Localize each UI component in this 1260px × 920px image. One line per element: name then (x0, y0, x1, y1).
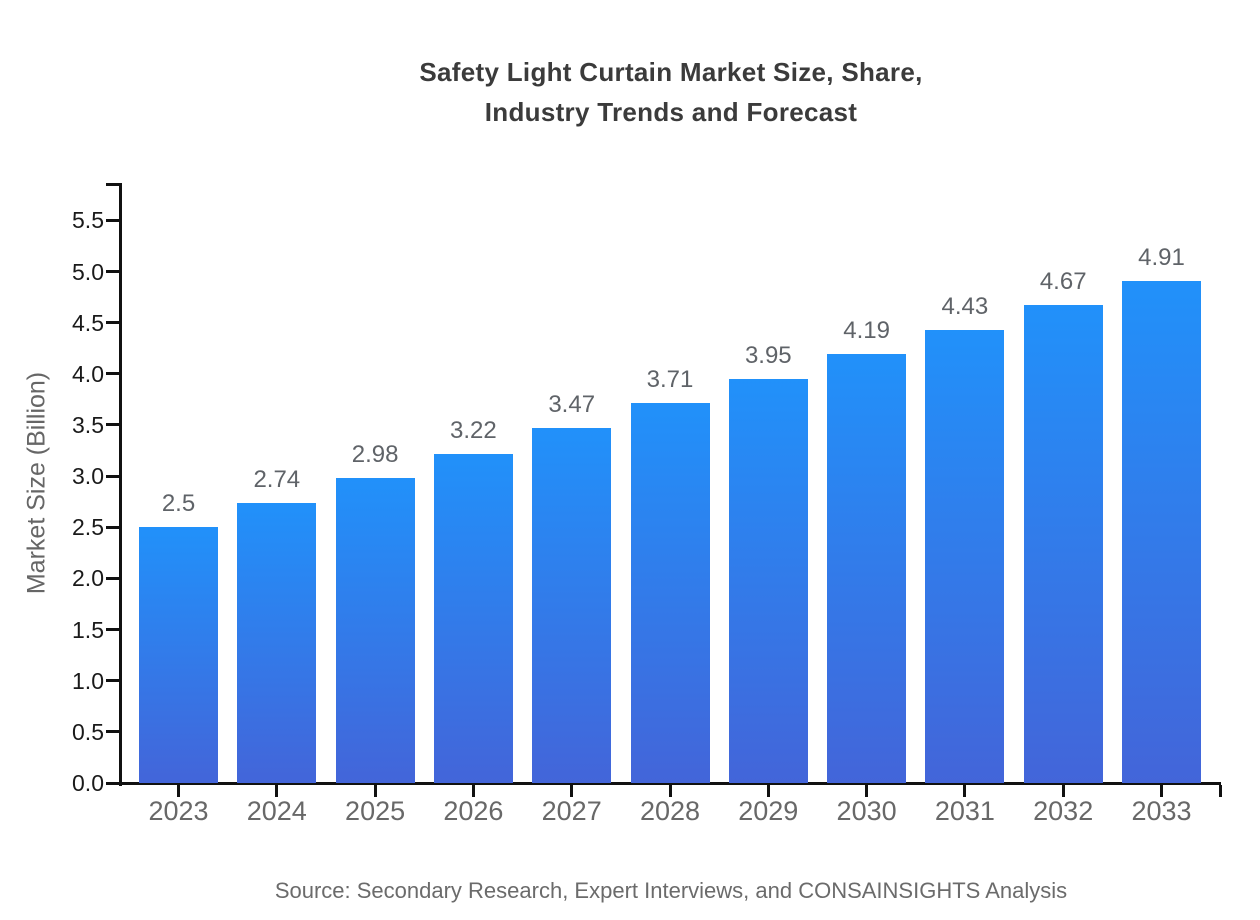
y-tick (106, 321, 119, 325)
bar-value-label: 4.67 (1039, 268, 1087, 296)
y-tick-label: 1.0 (72, 667, 104, 694)
y-tick (106, 525, 119, 529)
y-tick (106, 218, 119, 222)
bar-2027 (532, 428, 612, 783)
bar-2028 (630, 403, 710, 783)
y-tick (106, 628, 119, 632)
y-tick (106, 474, 119, 478)
x-tick (1061, 785, 1065, 797)
y-tick-label: 0.5 (72, 718, 104, 745)
bar-2026 (433, 453, 513, 783)
bar-value-label: 3.47 (548, 391, 596, 419)
y-axis-endcap-tick (106, 183, 119, 186)
bar-value-label: 2.74 (253, 465, 301, 493)
bar-2030 (827, 354, 907, 783)
x-tick (766, 785, 770, 797)
y-tick-label: 5.5 (72, 207, 104, 234)
x-tick-label: 2033 (1131, 796, 1192, 826)
bar-value-label: 4.19 (843, 317, 890, 345)
x-axis-line (119, 782, 1221, 785)
bar-value-label: 4.91 (1138, 243, 1185, 271)
y-tick-label: 4.0 (72, 360, 104, 387)
y-tick-label: 2.5 (72, 514, 104, 541)
chart-title-line1: Safety Light Curtain Market Size, Share, (419, 57, 923, 87)
y-tick (106, 679, 119, 683)
bar-2029 (728, 378, 808, 783)
x-tick-label: 2023 (148, 796, 209, 826)
x-tick (1160, 785, 1163, 797)
y-tick-label: 2.0 (72, 565, 104, 592)
x-axis-end-tick (1218, 785, 1222, 797)
y-tick (106, 576, 119, 580)
chart-title: Safety Light Curtain Market Size, Share,… (122, 52, 1220, 132)
x-tick (570, 785, 574, 797)
x-tick-label: 2032 (1033, 796, 1094, 826)
bar-2024 (237, 502, 317, 783)
y-tick-label: 1.5 (72, 616, 104, 643)
y-tick-label: 4.5 (72, 309, 104, 336)
y-tick (106, 781, 119, 785)
bar-2032 (1023, 305, 1103, 783)
x-tick-label: 2024 (246, 796, 307, 826)
x-tick (668, 785, 672, 797)
bar-value-label: 3.71 (646, 366, 694, 394)
y-tick (106, 372, 119, 376)
bar-value-label: 2.5 (161, 490, 196, 518)
x-tick-label: 2028 (639, 796, 701, 826)
x-tick-label: 2026 (443, 796, 504, 826)
chart-title-line2: Industry Trends and Forecast (484, 97, 858, 127)
bar-value-label: 3.22 (450, 416, 497, 444)
bar-value-label: 3.95 (744, 341, 792, 369)
bar-2025 (335, 478, 415, 783)
y-tick-label: 3.5 (72, 411, 104, 438)
bar-value-label: 4.43 (941, 292, 989, 320)
x-tick-label: 2029 (738, 796, 799, 826)
x-tick (275, 785, 279, 797)
y-tick-label: 3.0 (72, 463, 104, 490)
y-tick (106, 423, 119, 427)
x-tick (963, 785, 967, 797)
x-tick (373, 785, 377, 797)
y-tick-label: 5.0 (72, 258, 104, 285)
x-tick (177, 785, 180, 797)
x-tick (471, 785, 475, 797)
y-tick (106, 270, 119, 273)
bar-value-label: 2.98 (351, 441, 399, 469)
y-tick-label: 0.0 (72, 770, 104, 796)
y-tick (106, 730, 119, 734)
source-note: Source: Secondary Research, Expert Inter… (274, 878, 1068, 903)
x-tick-label: 2031 (934, 796, 995, 826)
bar-2023 (139, 527, 218, 783)
bar-2033 (1122, 280, 1201, 783)
bar-2031 (925, 329, 1005, 783)
x-tick (865, 785, 869, 797)
x-tick-label: 2030 (836, 796, 897, 826)
y-axis-line (119, 183, 122, 786)
x-tick-label: 2025 (345, 796, 406, 826)
x-tick-label: 2027 (541, 796, 602, 826)
